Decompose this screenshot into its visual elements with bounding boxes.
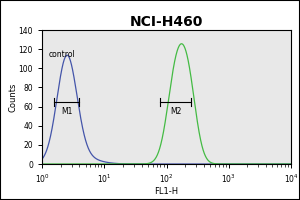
Text: M2: M2 (170, 107, 182, 116)
Y-axis label: Counts: Counts (8, 82, 17, 112)
Title: NCI-H460: NCI-H460 (130, 15, 203, 29)
X-axis label: FL1-H: FL1-H (154, 187, 178, 196)
Text: control: control (49, 50, 76, 59)
Text: M1: M1 (61, 107, 73, 116)
